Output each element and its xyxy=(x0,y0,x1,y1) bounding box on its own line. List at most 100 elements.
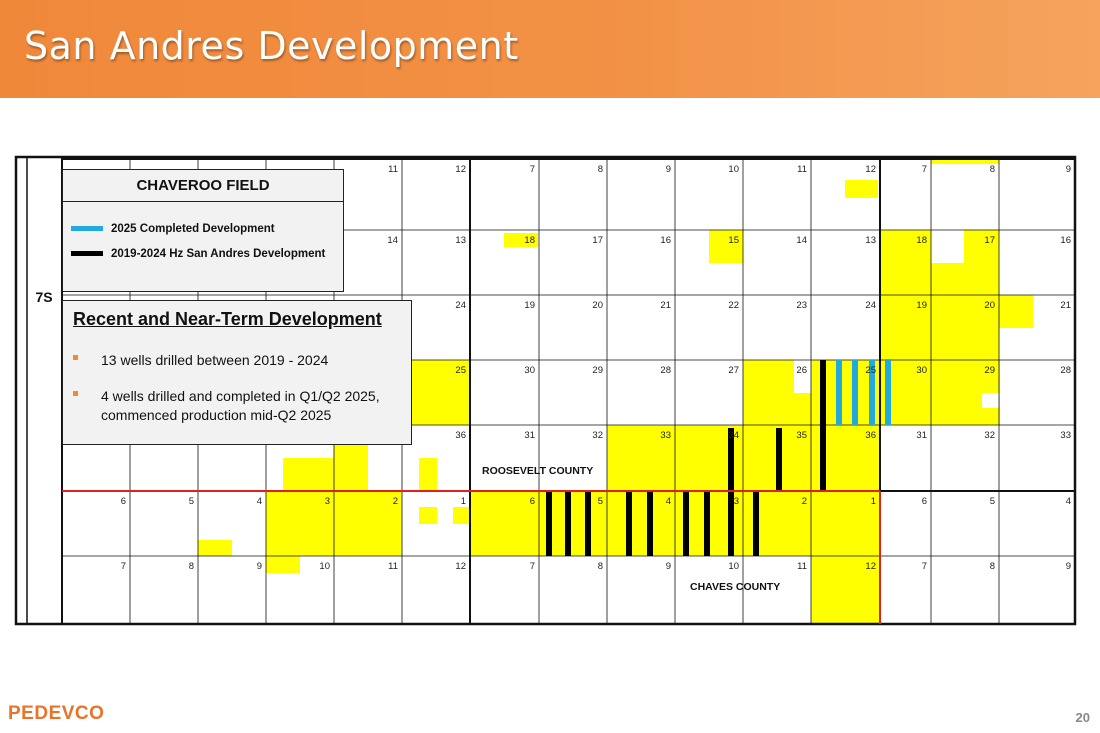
section-number: 30 xyxy=(916,365,927,376)
section-number: 8 xyxy=(189,561,194,572)
acreage-block xyxy=(334,445,368,491)
section-number: 21 xyxy=(1060,300,1071,311)
section-number: 8 xyxy=(990,164,995,175)
section-number: 4 xyxy=(257,496,262,507)
section-number: 18 xyxy=(524,235,535,246)
section-number: 1 xyxy=(461,496,466,507)
section-number: 7 xyxy=(922,561,927,572)
section-number: 11 xyxy=(797,164,807,175)
section-number: 17 xyxy=(592,235,603,246)
section-number: 13 xyxy=(455,235,466,246)
section-number: 30 xyxy=(524,365,535,376)
company-logo: PEDEVCO xyxy=(8,703,105,724)
section-number: 19 xyxy=(916,300,927,311)
section-number: 26 xyxy=(796,365,807,376)
section-number: 32 xyxy=(984,430,995,441)
section-number: 19 xyxy=(524,300,535,311)
acreage-block xyxy=(402,360,470,425)
chaves-county-label: CHAVES COUNTY xyxy=(690,581,780,593)
acreage-block xyxy=(266,556,300,573)
section-number: 3 xyxy=(734,496,739,507)
section-number: 36 xyxy=(455,430,466,441)
section-number: 31 xyxy=(524,430,535,441)
legend-box: CHAVEROO FIELD 2025 Completed Developmen… xyxy=(62,169,344,292)
legend-label-completed: 2025 Completed Development xyxy=(111,223,275,235)
section-number: 12 xyxy=(865,561,876,572)
section-number: 8 xyxy=(598,164,603,175)
section-number: 4 xyxy=(666,496,671,507)
acreage-block xyxy=(931,262,964,295)
recent-title: Recent and Near-Term Development xyxy=(73,309,382,329)
section-number: 5 xyxy=(598,496,603,507)
section-number: 23 xyxy=(796,300,807,311)
section-number: 33 xyxy=(1060,430,1071,441)
section-number: 1 xyxy=(871,496,876,507)
section-number: 6 xyxy=(922,496,927,507)
acreage-block xyxy=(999,295,1033,328)
legend-label-hz: 2019-2024 Hz San Andres Development xyxy=(111,248,326,260)
section-number: 9 xyxy=(1066,561,1071,572)
section-number: 2 xyxy=(802,496,807,507)
section-number: 34 xyxy=(728,430,739,441)
section-number: 15 xyxy=(728,235,739,246)
section-number: 11 xyxy=(388,164,398,175)
acreage-block xyxy=(811,360,1000,425)
section-number: 33 xyxy=(660,430,671,441)
section-number: 21 xyxy=(660,300,671,311)
acreage-block xyxy=(470,491,539,556)
acreage-block xyxy=(811,491,880,624)
section-number: 12 xyxy=(455,561,466,572)
section-number: 11 xyxy=(388,561,398,572)
section-number: 8 xyxy=(990,561,995,572)
acreage-gap xyxy=(982,393,999,408)
legend-title: CHAVEROO FIELD xyxy=(63,170,343,202)
header-banner: San Andres Development xyxy=(0,0,1100,98)
section-number: 24 xyxy=(865,300,876,311)
section-number: 7 xyxy=(922,164,927,175)
section-number: 17 xyxy=(984,235,995,246)
acreage-block xyxy=(198,540,232,556)
section-number: 5 xyxy=(990,496,995,507)
section-number: 32 xyxy=(592,430,603,441)
section-number: 25 xyxy=(865,365,876,376)
township-label: 7S xyxy=(35,289,52,305)
section-number: 16 xyxy=(660,235,671,246)
section-number: 18 xyxy=(916,235,927,246)
section-number: 9 xyxy=(257,561,262,572)
acreage-block xyxy=(419,507,437,524)
section-number: 9 xyxy=(666,561,671,572)
section-number: 10 xyxy=(728,561,739,572)
section-number: 27 xyxy=(728,365,739,376)
section-number: 29 xyxy=(592,365,603,376)
well-layer xyxy=(546,360,891,556)
acreage-block xyxy=(453,507,471,524)
recent-development-box: Recent and Near-Term Development 13 well… xyxy=(62,300,412,445)
section-number: 35 xyxy=(796,430,807,441)
section-number: 20 xyxy=(984,300,995,311)
county-line xyxy=(62,490,881,624)
section-number: 6 xyxy=(530,496,535,507)
section-number: 8 xyxy=(598,561,603,572)
acreage-block xyxy=(880,295,999,360)
bullet-icon xyxy=(73,391,78,396)
acreage-block xyxy=(931,159,999,164)
section-number: 6 xyxy=(121,496,126,507)
page-title: San Andres Development xyxy=(24,24,519,68)
section-number: 10 xyxy=(319,561,330,572)
section-number: 28 xyxy=(1060,365,1071,376)
section-number: 13 xyxy=(865,235,876,246)
acreage-gap xyxy=(931,230,964,263)
section-number: 22 xyxy=(728,300,739,311)
section-number: 14 xyxy=(387,235,398,246)
acreage-gap xyxy=(794,360,811,393)
section-number: 4 xyxy=(1066,496,1071,507)
section-number: 16 xyxy=(1060,235,1071,246)
section-number: 10 xyxy=(728,164,739,175)
acreage-block xyxy=(419,458,437,491)
section-number: 14 xyxy=(796,235,807,246)
section-number: 3 xyxy=(325,496,330,507)
section-number: 36 xyxy=(865,430,876,441)
section-number: 29 xyxy=(984,365,995,376)
bullet-icon xyxy=(73,355,78,360)
